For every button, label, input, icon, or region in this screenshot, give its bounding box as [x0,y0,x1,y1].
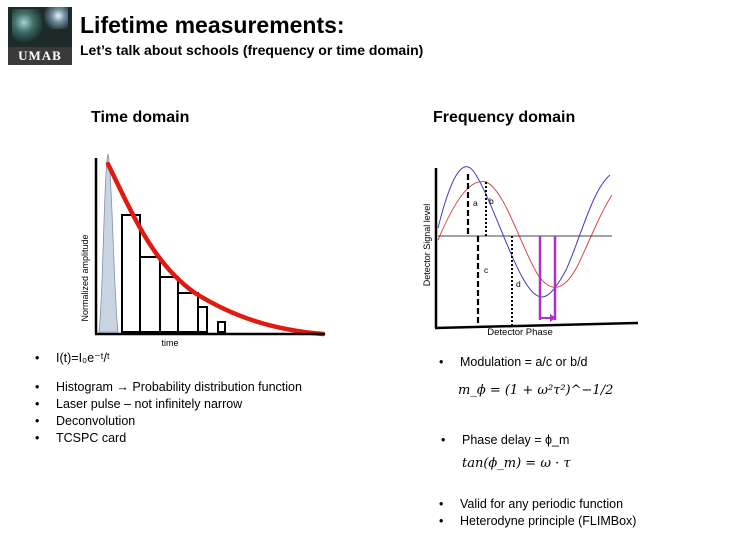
modulation-formula: m_ϕ = (1 + ω²τ²)^−1/2 [458,383,614,398]
time-y-axis-label: Normalized amplitude [80,234,90,321]
slide-subtitle: Let’s talk about schools (frequency or t… [80,42,424,58]
list-item: Laser pulse – not infinitely narrow [30,396,302,413]
slide-title: Lifetime measurements: [80,12,345,38]
label-c: c [484,265,489,275]
logo-glow-left [12,9,42,43]
time-x-axis-label: time [161,338,178,348]
modulation-bullet: Modulation = a/c or b/d [434,354,588,371]
red-emission-wave [437,181,613,288]
phase-delay-bullet: Phase delay = ϕ_m [436,432,569,449]
laser-pulse-shape [98,153,119,333]
phase-arrow-head [550,314,556,322]
valid-bullet: Valid for any periodic function [434,496,623,513]
time-domain-figure: Normalized amplitude time [80,153,326,348]
heterodyne-bullet: Heterodyne principle (FLIMBox) [434,513,636,530]
histogram-bar [197,306,208,333]
logo-text: UMAB [18,48,62,63]
logo-glow-right [44,7,68,29]
decay-curve [105,161,326,337]
freq-x-axis [434,321,639,330]
histogram-bar [159,276,179,333]
histogram-bar [139,256,161,333]
phase-formula: tan(ϕ_m) = ω · τ [462,456,571,471]
umab-logo: UMAB [8,7,72,65]
list-item: I(t)=I₀e⁻ᵗ/ᵗ [30,350,302,367]
label-b: b [489,196,494,206]
time-domain-bullets: I(t)=I₀e⁻ᵗ/ᵗ Histogram → Probability dis… [30,350,302,447]
histogram-bar [121,214,141,333]
blue-excitation-wave [437,166,611,298]
logo-bar [8,47,72,65]
freq-x-axis-label: Detector Phase [487,327,552,338]
list-item: TCSPC card [30,430,302,447]
frequency-domain-heading: Frequency domain [433,109,576,126]
list-item: Deconvolution [30,413,302,430]
list-item: Histogram → Probability distribution fun… [30,379,302,396]
frequency-domain-figure: a b c d Detector Signal level Detector P… [422,166,639,338]
time-domain-heading: Time domain [91,109,190,126]
label-d: d [516,279,521,289]
label-a: a [473,198,478,208]
histogram-bar [217,321,226,333]
histogram-bar [177,292,199,333]
freq-y-axis-label: Detector Signal level [422,204,432,287]
